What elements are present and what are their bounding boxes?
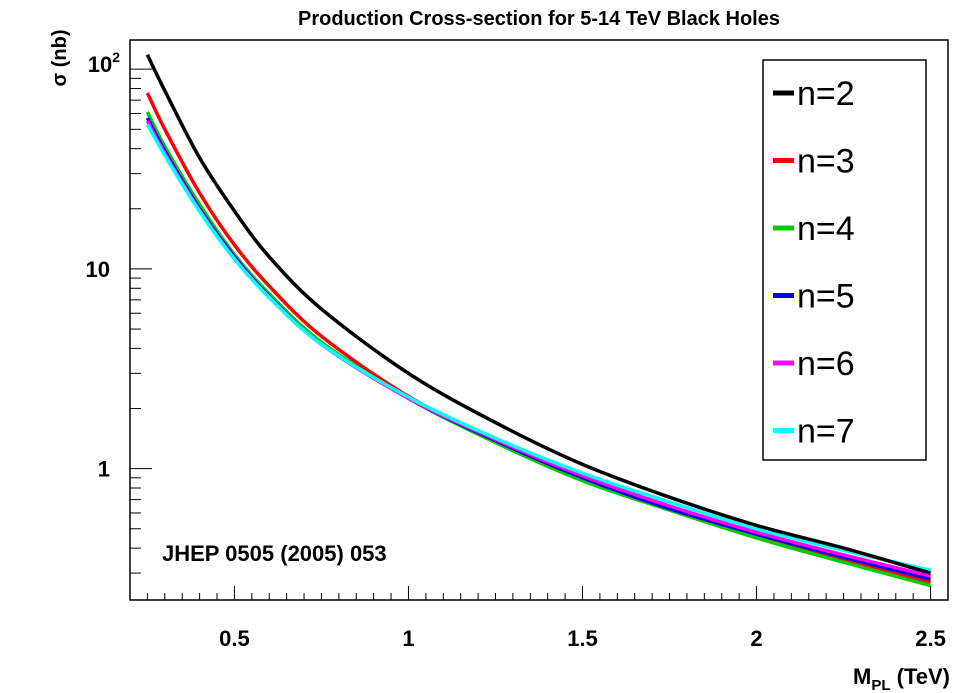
legend-label-n=6: n=6 <box>797 345 855 383</box>
legend-label-n=7: n=7 <box>797 413 855 451</box>
x-tick-label: 2.5 <box>915 626 946 651</box>
y-tick-label: 10 <box>86 257 110 282</box>
legend-label-n=5: n=5 <box>797 278 855 316</box>
legend-label-n=2: n=2 <box>797 75 855 113</box>
x-axis-label-main: M <box>853 664 871 689</box>
legend: n=2 n=3 n=4 n=5 n=6 n=7 <box>762 59 927 461</box>
y-tick-100-base: 10 <box>88 52 112 77</box>
x-axis-label-sub: PL <box>871 677 890 693</box>
axes-layer: 0.5 1 1.5 2 2.5 1 10 <box>86 68 949 651</box>
legend-label-n=4: n=4 <box>797 210 855 248</box>
series-line-n=7 <box>145 123 931 573</box>
y-tick-label: 1 <box>98 457 110 482</box>
chart-title: Production Cross-section for 5-14 TeV Bl… <box>298 8 780 30</box>
y-axis-label: σ (nb) <box>49 30 71 87</box>
reference-annotation: JHEP 0505 (2005) 053 <box>162 541 387 566</box>
y-tick-label-100: 102 <box>88 49 120 77</box>
x-tick-label: 2 <box>750 626 762 651</box>
x-tick-label: 0.5 <box>219 626 250 651</box>
legend-box <box>762 59 927 461</box>
x-tick-label: 1 <box>402 626 414 651</box>
x-axis-label: MPL (TeV) <box>853 664 950 693</box>
series-layer <box>145 54 932 588</box>
x-tick-label: 1.5 <box>567 626 598 651</box>
series-line-n=2 <box>145 54 932 575</box>
legend-label-n=3: n=3 <box>797 143 855 181</box>
x-axis-label-unit: (TeV) <box>891 664 950 689</box>
y-tick-100-exp: 2 <box>112 49 120 65</box>
plot-frame <box>129 39 949 601</box>
